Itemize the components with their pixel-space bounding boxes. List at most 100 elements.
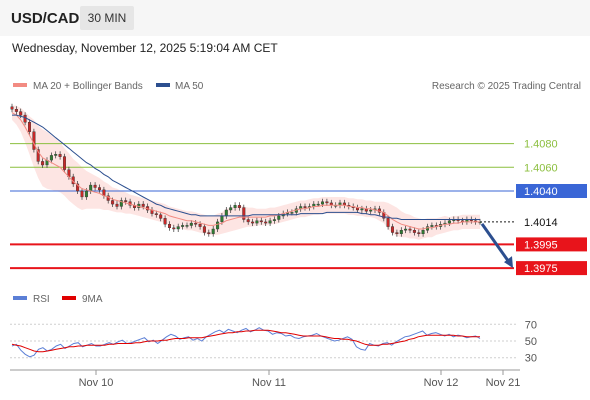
candle-body xyxy=(369,209,373,212)
x-tick-label: Nov 21 xyxy=(486,377,521,389)
ma20-line xyxy=(11,112,480,230)
candle-body xyxy=(32,131,36,150)
candle-body xyxy=(172,227,176,230)
candle-body xyxy=(412,229,416,233)
candle-body xyxy=(154,213,158,216)
candle-body xyxy=(163,218,167,225)
candle-body xyxy=(36,149,40,162)
candle-body xyxy=(216,221,220,230)
candle-body xyxy=(141,203,145,207)
candle-body xyxy=(447,220,451,224)
candle-body xyxy=(430,225,434,227)
rsi-tick-70: 70 xyxy=(525,319,537,331)
candle-body xyxy=(159,214,163,219)
candle-body xyxy=(194,222,198,225)
candle-body xyxy=(233,205,237,208)
ma50-legend-swatch xyxy=(156,83,170,87)
candle-body xyxy=(93,184,97,188)
candle-body xyxy=(23,114,27,123)
candle-body xyxy=(119,200,123,207)
candle-body xyxy=(325,201,329,204)
x-tick-label: Nov 10 xyxy=(79,377,114,389)
candle-body xyxy=(391,226,395,233)
candle-body xyxy=(255,220,259,224)
candle-body xyxy=(181,225,185,227)
candle-body xyxy=(268,220,272,224)
interval-button[interactable]: 30 MIN xyxy=(80,6,134,30)
candle-body xyxy=(417,232,421,235)
level-label-1.4040: 1.4040 xyxy=(524,186,558,198)
candle-body xyxy=(272,219,276,221)
candle-body xyxy=(251,221,255,224)
forecast-arrow-shaft xyxy=(480,223,511,263)
level-label-box-1.4014 xyxy=(516,214,587,229)
candle-body xyxy=(28,121,32,132)
candle-body xyxy=(97,187,101,191)
candle-body xyxy=(19,111,23,116)
ma50-legend-label: MA 50 xyxy=(175,81,204,92)
rsi-legend-swatch xyxy=(13,296,27,300)
candle-body xyxy=(76,183,80,192)
candle-body xyxy=(242,207,246,220)
candle-body xyxy=(220,215,224,222)
rsi-ma9-line xyxy=(11,329,480,353)
chart-datetime: Wednesday, November 12, 2025 5:19:04 AM … xyxy=(12,41,278,55)
candle-body xyxy=(224,209,228,217)
candle-body xyxy=(237,205,241,208)
candle-body xyxy=(41,161,45,166)
candle-body xyxy=(303,206,307,208)
candle-body xyxy=(14,108,18,112)
candle-body xyxy=(58,154,62,157)
candle-body xyxy=(167,223,171,228)
candle-body xyxy=(277,215,281,220)
level-label-box-1.4040 xyxy=(516,184,587,198)
candle-body xyxy=(404,228,408,231)
level-label-1.4080: 1.4080 xyxy=(524,139,558,151)
bollinger-band xyxy=(12,105,480,240)
rsi-plot: 70 50 30 xyxy=(10,319,537,365)
candle-body xyxy=(198,223,202,227)
candle-body xyxy=(259,220,263,223)
ma9-legend-label: 9MA xyxy=(82,294,103,305)
symbol-title: USD/CAD xyxy=(11,10,80,27)
candle-body xyxy=(321,201,325,205)
candle-body xyxy=(49,155,53,161)
level-label-1.3995: 1.3995 xyxy=(524,239,558,251)
candle-body xyxy=(185,225,189,227)
candle-body xyxy=(229,207,233,211)
candle-body xyxy=(189,222,193,226)
candle-body xyxy=(211,228,215,234)
candle-body xyxy=(63,156,67,170)
forecast-arrow-head xyxy=(504,256,513,269)
x-tick-label: Nov 12 xyxy=(424,377,459,389)
candle-body xyxy=(176,226,180,230)
price-plot: 1.4080 1.4060 1.4040 1.4014 1.3995 1.3975 xyxy=(10,103,587,276)
candle-body xyxy=(290,212,294,214)
ma20-legend-label: MA 20 + Bollinger Bands xyxy=(33,81,143,92)
x-axis: Nov 10 Nov 11 Nov 12 Nov 21 xyxy=(79,370,521,389)
candle-body xyxy=(360,208,364,211)
credit-label: Research © 2025 Trading Central xyxy=(432,81,581,92)
rsi-tick-30: 30 xyxy=(525,353,537,365)
candle-body xyxy=(316,203,320,206)
ma20-legend-swatch xyxy=(13,83,27,87)
level-label-1.3975: 1.3975 xyxy=(524,263,558,275)
candle-body xyxy=(80,190,84,198)
candle-body xyxy=(395,232,399,235)
candle-body xyxy=(10,106,14,110)
candle-body xyxy=(264,221,268,224)
x-tick-label: Nov 11 xyxy=(252,377,286,389)
candle-body xyxy=(89,184,93,192)
rsi-line xyxy=(11,327,481,358)
candle-body xyxy=(421,229,425,234)
candle-body xyxy=(202,226,206,233)
candle-body xyxy=(246,219,250,223)
ma9-legend-swatch xyxy=(62,296,76,300)
level-label-box-1.3975 xyxy=(516,261,587,276)
candle-body xyxy=(84,190,88,198)
candle-body xyxy=(124,200,128,202)
rsi-legend-label: RSI xyxy=(33,294,50,305)
ma50-line xyxy=(12,114,480,220)
level-label-box-1.3995 xyxy=(516,237,587,252)
